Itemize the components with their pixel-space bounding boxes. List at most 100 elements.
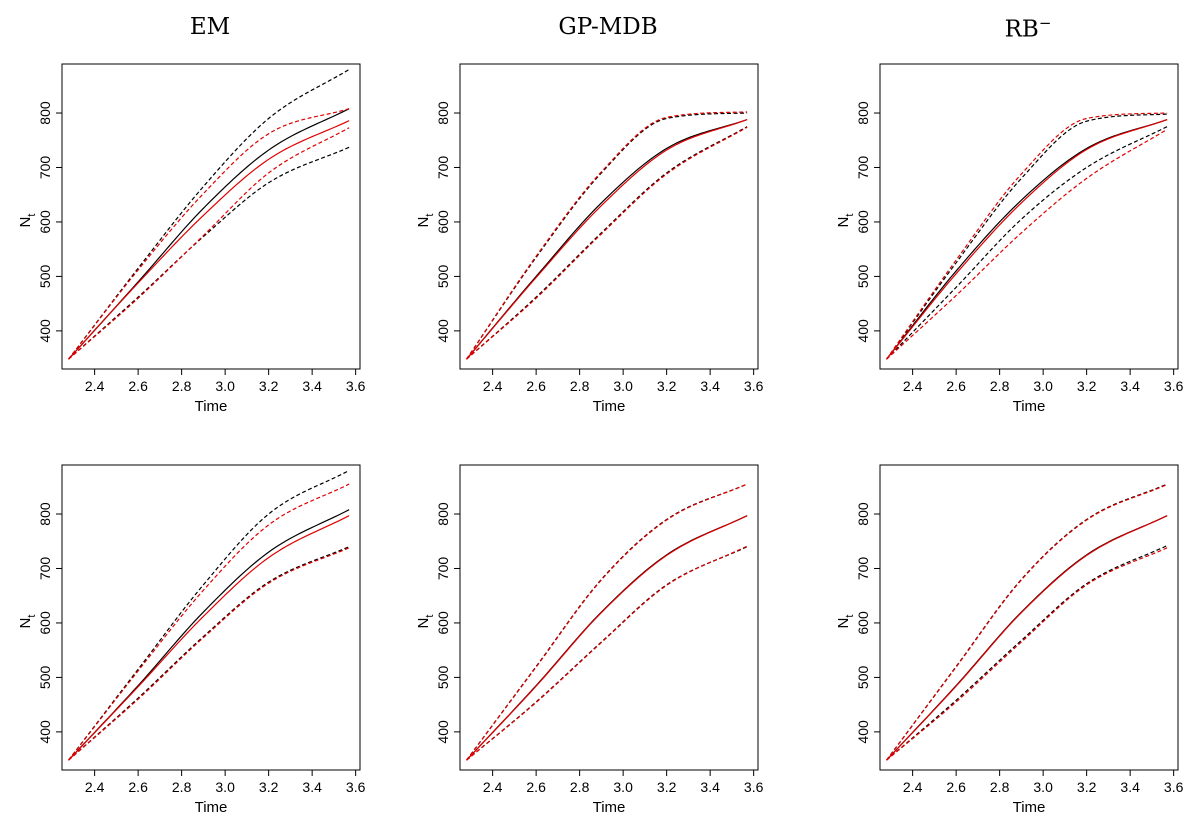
panel-r2c2: 2.4 2.6 2.8 3.0 3.2 3.4 3.6 400 500 600 700 800 Time…: [415, 464, 764, 816]
x-tick-label: 3.6: [346, 779, 366, 795]
x-tick-label: 2.6: [526, 378, 546, 394]
x-tick-label: 3.0: [613, 378, 633, 394]
series-red-dashed-r2c3-5: [886, 547, 1168, 761]
y-tick-label: 800: [855, 502, 871, 526]
x-tick-label: 3.4: [302, 378, 322, 394]
series-black-solid-r2c1-0: [68, 509, 350, 761]
y-axis-label: Nt: [17, 214, 38, 228]
series-black-solid-r2c2-0: [466, 515, 748, 761]
y-axis-label: Nt: [17, 615, 38, 629]
x-tick-label: 3.2: [259, 378, 279, 394]
x-tick-label: 3.6: [744, 378, 764, 394]
y-axis-label: Nt: [835, 214, 856, 228]
series-black-solid-r1c3-0: [886, 118, 1168, 360]
x-tick-label: 2.8: [990, 378, 1010, 394]
x-axis-label: Time: [195, 398, 228, 415]
panel-r2c1: 2.4 2.6 2.8 3.0 3.2 3.4 3.6 400 500 600 700 800 Time…: [17, 464, 366, 816]
y-tick-label: 800: [37, 101, 53, 125]
y-tick-label: 500: [435, 666, 451, 690]
series-red-solid-r1c2-3: [466, 118, 748, 360]
panel-r1c3: 2.4 2.6 2.8 3.0 3.2 3.4 3.6 400 500 600 700 800 Time…: [835, 63, 1184, 415]
y-tick-label: 600: [37, 611, 53, 635]
y-tick-label: 400: [435, 319, 451, 343]
x-tick-label: 3.4: [302, 779, 322, 795]
x-tick-label: 2.4: [85, 779, 105, 795]
y-tick-label: 500: [855, 265, 871, 289]
x-tick-label: 2.4: [85, 378, 105, 394]
series-red-solid-r2c2-3: [466, 515, 748, 761]
column-title-gp-mdb: GP-MDB: [558, 14, 658, 40]
series-black-dashed-r2c3-1: [886, 483, 1168, 761]
x-tick-label: 3.0: [1033, 378, 1053, 394]
y-tick-label: 400: [37, 319, 53, 343]
series-red-dashed-r1c1-5: [68, 127, 350, 360]
series-black-dashed-r1c1-2: [68, 146, 350, 360]
x-tick-label: 2.8: [172, 779, 192, 795]
series-red-dashed-r1c3-4: [886, 112, 1168, 360]
y-axis-label: Nt: [415, 214, 436, 228]
y-tick-label: 400: [37, 720, 53, 744]
x-tick-label: 2.8: [570, 779, 590, 795]
x-tick-label: 3.0: [613, 779, 633, 795]
y-tick-label: 700: [37, 557, 53, 581]
column-title-rb-minus: RB−: [1004, 14, 1052, 43]
x-tick-label: 2.8: [172, 378, 192, 394]
y-tick-label: 400: [855, 319, 871, 343]
y-tick-label: 400: [855, 720, 871, 744]
x-tick-label: 2.6: [946, 378, 966, 394]
x-tick-label: 2.4: [483, 779, 503, 795]
column-title-em: EM: [189, 14, 231, 40]
x-tick-label: 2.6: [946, 779, 966, 795]
x-tick-label: 2.4: [903, 378, 923, 394]
series-black-dashed-r2c3-2: [886, 545, 1168, 761]
y-tick-label: 800: [435, 502, 451, 526]
series-black-solid-r1c1-0: [68, 108, 350, 360]
series-black-dashed-r2c1-1: [68, 469, 350, 761]
y-tick-label: 400: [435, 720, 451, 744]
series-red-dashed-r2c2-5: [466, 545, 748, 761]
series-red-solid-r1c3-3: [886, 118, 1168, 360]
series-red-dashed-r2c1-5: [68, 547, 350, 761]
series-black-dashed-r2c2-2: [466, 546, 748, 761]
x-tick-label: 2.6: [128, 378, 148, 394]
series-black-dashed-r1c3-2: [886, 126, 1168, 360]
x-tick-label: 3.2: [657, 779, 677, 795]
y-tick-label: 800: [435, 101, 451, 125]
y-tick-label: 700: [37, 156, 53, 180]
plot-frame: [879, 464, 1179, 771]
x-axis-label: Time: [593, 398, 626, 415]
plot-frame: [459, 63, 759, 370]
plot-frame: [879, 63, 1179, 370]
y-tick-label: 600: [855, 210, 871, 234]
y-tick-label: 500: [37, 666, 53, 690]
y-tick-label: 800: [37, 502, 53, 526]
y-tick-label: 500: [37, 265, 53, 289]
x-tick-label: 2.8: [570, 378, 590, 394]
x-tick-label: 3.4: [700, 779, 720, 795]
y-tick-label: 500: [435, 265, 451, 289]
x-tick-label: 3.6: [1164, 378, 1184, 394]
series-black-dashed-r1c1-1: [68, 68, 350, 360]
plot-frame: [459, 464, 759, 771]
y-tick-label: 700: [435, 156, 451, 180]
series-red-dashed-r2c2-4: [466, 483, 748, 761]
panel-r1c1: 2.4 2.6 2.8 3.0 3.2 3.4 3.6 400 500 600 700 800 Time…: [17, 63, 366, 415]
x-axis-label: Time: [593, 799, 626, 816]
x-tick-label: 3.2: [259, 779, 279, 795]
y-tick-label: 600: [37, 210, 53, 234]
x-tick-label: 2.4: [903, 779, 923, 795]
series-red-dashed-r1c2-4: [466, 111, 748, 360]
y-axis-label: Nt: [415, 615, 436, 629]
y-tick-label: 700: [855, 557, 871, 581]
x-tick-label: 3.2: [657, 378, 677, 394]
x-tick-label: 3.6: [744, 779, 764, 795]
x-tick-label: 3.2: [1077, 378, 1097, 394]
x-tick-label: 3.2: [1077, 779, 1097, 795]
x-axis-label: Time: [195, 799, 228, 816]
y-tick-label: 600: [435, 611, 451, 635]
y-axis-label: Nt: [835, 615, 856, 629]
series-black-dashed-r1c2-2: [466, 126, 748, 360]
y-tick-label: 700: [855, 156, 871, 180]
